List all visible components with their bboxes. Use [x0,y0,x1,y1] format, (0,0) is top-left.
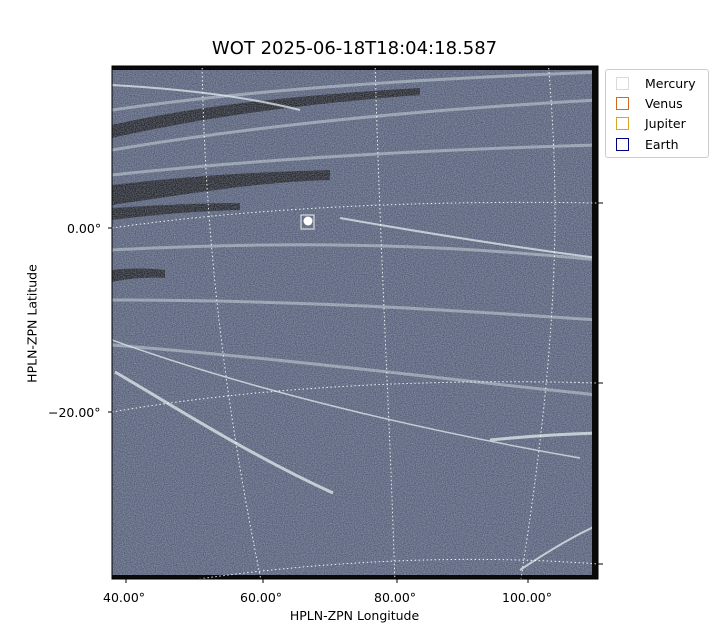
legend-label: Mercury [645,75,696,91]
square-outline-icon [616,137,629,151]
x-axis-label: HPLN-ZPN Longitude [289,608,420,623]
legend-item-venus: Venus [616,94,683,112]
y-tick-marks [108,202,603,565]
solar-image [112,66,598,579]
square-outline-icon [616,96,629,110]
planet-marker-icon [300,214,315,230]
x-tick-label: 60.00° [240,590,283,605]
x-tick-label: 80.00° [374,590,417,605]
chart-title: WOT 2025-06-18T18:04:18.587 [211,38,498,59]
x-tick-marks [125,579,529,583]
legend-label: Jupiter [645,115,686,131]
y-axis-label: HPLN-ZPN Latitude [24,264,40,383]
square-outline-icon [616,116,629,130]
legend: Mercury Venus Jupiter Earth [605,69,709,158]
y-tick-label: 0.00° [67,221,102,236]
x-tick-label: 100.00° [502,590,552,605]
legend-label: Earth [645,136,679,152]
x-tick-label: 40.00° [103,590,146,605]
coordinate-grid [112,66,598,579]
square-outline-icon [616,76,629,90]
legend-item-jupiter: Jupiter [616,114,686,132]
plot-frame [111,65,599,580]
legend-item-earth: Earth [616,135,679,153]
y-tick-label: −20.00° [48,405,101,420]
legend-label: Venus [645,95,683,111]
legend-item-mercury: Mercury [616,74,696,92]
